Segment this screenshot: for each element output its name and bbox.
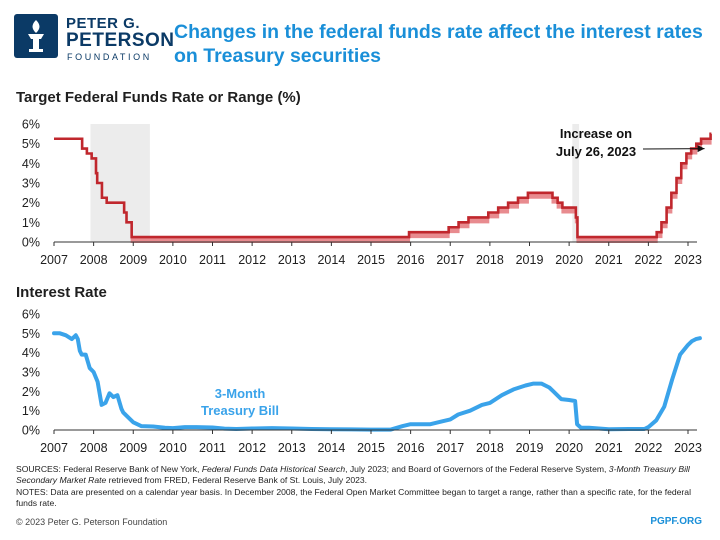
logo-line-2: PETERSON	[66, 30, 175, 51]
interest-rate-chart: 0% 1% 2% 3% 4% 5% 6% 2007 2008 2009 2010 2011 2012 20…	[22, 308, 702, 456]
series-label-line-1: 3-Month	[215, 386, 266, 401]
x-tick-label: 2016	[397, 441, 425, 455]
x-tick-label: 2022	[634, 441, 662, 455]
logo-line-1: PETER G.	[66, 15, 141, 32]
y-tick-label: 3%	[22, 177, 40, 191]
x-tick-label: 2021	[595, 253, 623, 267]
x-tick-label: 2023	[674, 253, 702, 267]
y-tick-label: 4%	[22, 346, 40, 360]
treasury-bill-line	[52, 331, 702, 432]
x-tick-label: 2018	[476, 441, 504, 455]
x-tick-label: 2014	[317, 441, 345, 455]
fed-funds-chart-title: Target Federal Funds Rate or Range (%)	[16, 89, 301, 106]
y-tick-label: 5%	[22, 327, 40, 341]
y-tick-label: 5%	[22, 137, 40, 151]
y-tick-label: 6%	[22, 308, 40, 322]
x-tick-label: 2017	[436, 253, 464, 267]
x-tick-label: 2009	[119, 441, 147, 455]
annotation-line-1: Increase on	[560, 126, 632, 141]
x-tick-label: 2013	[278, 441, 306, 455]
x-tick-label: 2020	[555, 441, 583, 455]
fed-funds-chart: 0% 1% 2% 3% 4% 5% 6% 2007 2008 2009 2010 2011 2012 20…	[22, 118, 712, 267]
y-tick-label: 1%	[22, 216, 40, 230]
y-tick-label: 4%	[22, 157, 40, 171]
x-tick-label: 2012	[238, 441, 266, 455]
torch-icon	[14, 14, 58, 58]
x-tick-label: 2011	[199, 253, 226, 267]
logo-line-3: FOUNDATION	[67, 52, 152, 62]
y-tick-label: 0%	[22, 236, 40, 250]
x-tick-label: 2015	[357, 253, 385, 267]
y-tick-label: 0%	[22, 424, 40, 438]
header: PETER G. PETERSON FOUNDATION Changes in …	[0, 0, 720, 78]
x-tick-label: 2022	[634, 253, 662, 267]
x-tick-label: 2008	[80, 441, 108, 455]
y-tick-label: 2%	[22, 385, 40, 399]
footer-notes: SOURCES: Federal Reserve Bank of New Yor…	[16, 464, 706, 510]
series-label-line-2: Treasury Bill	[201, 403, 279, 418]
x-tick-label: 2012	[238, 253, 266, 267]
x-tick-label: 2011	[199, 441, 226, 455]
interest-rate-chart-title: Interest Rate	[16, 284, 107, 301]
x-tick-label: 2017	[436, 441, 464, 455]
x-tick-label: 2014	[317, 253, 345, 267]
sources-text: SOURCES: Federal Reserve Bank of New Yor…	[16, 464, 690, 486]
page-title: Changes in the federal funds rate affect…	[174, 21, 703, 67]
x-tick-label: 2009	[119, 253, 147, 267]
notes-text: NOTES: Data are presented on a calendar …	[16, 486, 691, 509]
y-tick-label: 1%	[22, 404, 40, 418]
annotation-line-2: July 26, 2023	[556, 144, 636, 159]
x-tick-label: 2023	[674, 441, 702, 455]
y-tick-label: 6%	[22, 118, 40, 132]
x-tick-label: 2020	[555, 253, 583, 267]
fed-funds-upper-line	[54, 132, 712, 239]
x-tick-label: 2016	[397, 253, 425, 267]
y-tick-label: 3%	[22, 366, 40, 380]
x-tick-label: 2019	[516, 441, 544, 455]
x-tick-label: 2013	[278, 253, 306, 267]
x-tick-label: 2015	[357, 441, 385, 455]
x-tick-label: 2007	[40, 441, 68, 455]
x-tick-label: 2007	[40, 253, 68, 267]
pgpf-logo[interactable]: PETER G. PETERSON FOUNDATION	[14, 14, 174, 70]
x-tick-label: 2010	[159, 441, 187, 455]
x-tick-label: 2018	[476, 253, 504, 267]
y-tick-label: 2%	[22, 196, 40, 210]
recession-shade	[572, 124, 580, 242]
site-link[interactable]: PGPF.ORG	[650, 516, 702, 527]
annotation-arrowhead	[697, 145, 705, 153]
copyright: © 2023 Peter G. Peterson Foundation	[16, 517, 168, 527]
x-tick-label: 2019	[516, 253, 544, 267]
x-tick-label: 2010	[159, 253, 187, 267]
x-tick-label: 2021	[595, 441, 623, 455]
x-tick-label: 2008	[80, 253, 108, 267]
